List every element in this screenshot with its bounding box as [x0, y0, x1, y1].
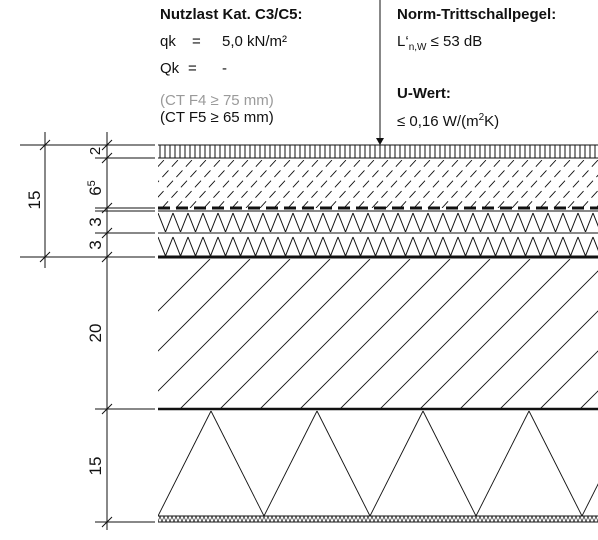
concrete-slab-layer [158, 259, 598, 409]
qk-value: 5,0 kN/m² [222, 33, 288, 50]
bottom-board-layer [158, 516, 598, 522]
screed-layer [158, 160, 598, 208]
dim-screed-main: 6 [86, 186, 105, 195]
uvalue-value-suffix: K) [484, 113, 500, 130]
impact-insulation-layer-1 [158, 212, 598, 232]
leader-arrow-head [376, 138, 384, 145]
qk-label: qk [160, 33, 176, 50]
uvalue-value-prefix: ≤ 0,16 W/(m [397, 113, 479, 130]
sound-value-sub: n,W [408, 42, 427, 53]
dim-covering-label: 2 [87, 147, 104, 155]
sound-value: L‘n,W ≤ 53 dB [397, 33, 482, 53]
dim-insulation2-label: 3 [86, 240, 105, 249]
Qk-value: - [222, 60, 227, 77]
dim-slab-label: 20 [86, 324, 105, 343]
Qk-equals: = [188, 60, 197, 77]
separation-layer [158, 206, 598, 212]
sound-value-suffix: ≤ 53 dB [426, 33, 483, 50]
dim-screed-label: 65 [86, 180, 105, 196]
dim-screed-sup: 5 [86, 180, 98, 186]
uvalue-value-sup: 2 [478, 112, 485, 123]
Qk-label: Qk [160, 60, 180, 77]
dimension-lines [20, 132, 155, 530]
ct-f4-note: (CT F4 ≥ 75 mm) [160, 92, 274, 109]
load-title: Nutzlast Kat. C3/C5: [160, 6, 303, 23]
uvalue-title: U-Wert: [397, 85, 451, 102]
dim-ceiling-label: 15 [86, 457, 105, 476]
ceiling-insulation-layer [158, 410, 598, 516]
sound-value-prefix: L‘ [397, 33, 409, 50]
impact-insulation-layer-2 [158, 236, 598, 256]
sound-title: Norm-Trittschallpegel: [397, 6, 557, 23]
uvalue-value: ≤ 0,16 W/(m2K) [397, 112, 499, 130]
dim-total-label: 15 [25, 191, 44, 210]
ct-f5-note: (CT F5 ≥ 65 mm) [160, 109, 274, 126]
floor-covering-layer [158, 144, 598, 159]
qk-equals: = [192, 33, 201, 50]
dim-insulation1-label: 3 [86, 217, 105, 226]
